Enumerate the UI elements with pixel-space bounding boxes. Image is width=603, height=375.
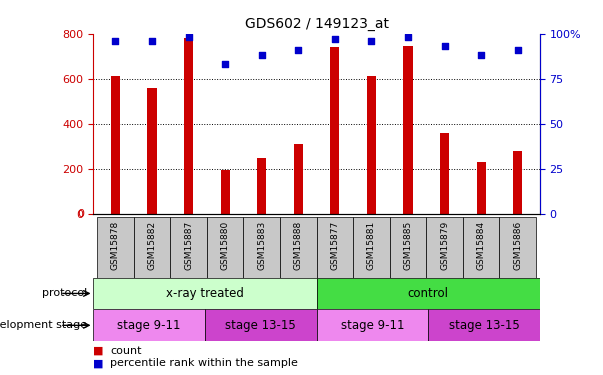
Text: GSM15880: GSM15880: [221, 220, 230, 270]
Point: [257, 53, 267, 58]
Text: GSM15884: GSM15884: [476, 220, 485, 270]
Point: [367, 38, 376, 44]
Bar: [367, 76, 376, 214]
Bar: [93, 278, 317, 309]
Text: GSM15887: GSM15887: [184, 220, 193, 270]
Text: x-ray treated: x-ray treated: [166, 287, 244, 300]
Bar: [440, 133, 449, 214]
Bar: [463, 217, 499, 278]
Bar: [317, 217, 353, 278]
Text: stage 13-15: stage 13-15: [449, 319, 519, 332]
Text: protocol: protocol: [42, 288, 87, 298]
Bar: [499, 217, 536, 278]
Bar: [476, 162, 486, 214]
Bar: [207, 217, 244, 278]
Bar: [147, 88, 157, 214]
Text: GSM15882: GSM15882: [148, 220, 157, 270]
Bar: [111, 76, 120, 214]
Bar: [257, 158, 267, 214]
Point: [513, 47, 523, 53]
Text: GSM15883: GSM15883: [257, 220, 266, 270]
Bar: [184, 38, 193, 214]
Point: [440, 44, 449, 50]
Text: stage 9-11: stage 9-11: [341, 319, 404, 332]
Text: control: control: [408, 287, 449, 300]
Bar: [513, 152, 522, 214]
Text: GSM15886: GSM15886: [513, 220, 522, 270]
Text: GSM15878: GSM15878: [111, 220, 120, 270]
Text: ■: ■: [93, 358, 107, 368]
Point: [220, 62, 230, 68]
Text: count: count: [110, 346, 142, 356]
Text: 0: 0: [78, 209, 84, 219]
Bar: [280, 217, 317, 278]
Text: development stage: development stage: [0, 320, 87, 330]
Point: [476, 53, 486, 58]
Point: [110, 38, 120, 44]
Bar: [317, 309, 428, 341]
Bar: [294, 144, 303, 214]
Bar: [93, 309, 205, 341]
Point: [330, 36, 339, 42]
Bar: [390, 217, 426, 278]
Text: GSM15877: GSM15877: [330, 220, 339, 270]
Text: GSM15885: GSM15885: [403, 220, 412, 270]
Text: stage 13-15: stage 13-15: [226, 319, 296, 332]
Point: [184, 34, 194, 40]
Bar: [221, 170, 230, 214]
Bar: [353, 217, 390, 278]
Bar: [330, 47, 339, 214]
Title: GDS602 / 149123_at: GDS602 / 149123_at: [245, 17, 388, 32]
Point: [403, 34, 413, 40]
Bar: [134, 217, 170, 278]
Text: GSM15881: GSM15881: [367, 220, 376, 270]
Bar: [170, 217, 207, 278]
Text: ■: ■: [93, 346, 107, 356]
Bar: [97, 217, 134, 278]
Text: GSM15888: GSM15888: [294, 220, 303, 270]
Text: percentile rank within the sample: percentile rank within the sample: [110, 358, 298, 368]
Point: [294, 47, 303, 53]
Bar: [317, 278, 540, 309]
Bar: [205, 309, 317, 341]
Text: GSM15879: GSM15879: [440, 220, 449, 270]
Point: [147, 38, 157, 44]
Bar: [426, 217, 463, 278]
Bar: [403, 46, 412, 214]
Bar: [428, 309, 540, 341]
Bar: [244, 217, 280, 278]
Text: stage 9-11: stage 9-11: [118, 319, 181, 332]
